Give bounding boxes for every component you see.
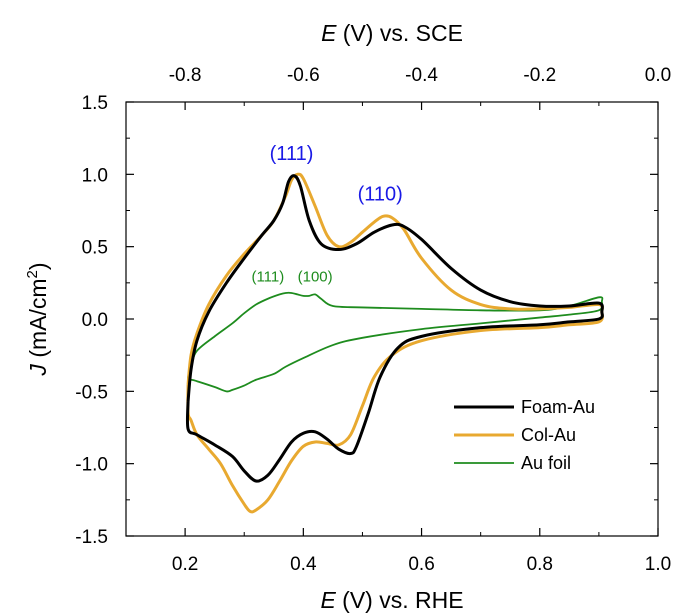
x2-tick-label: -0.6 xyxy=(287,65,320,86)
y-tick-label: 0.0 xyxy=(82,310,108,331)
legend-label: Col-Au xyxy=(521,425,576,445)
y-tick-label: -1.5 xyxy=(75,527,108,548)
x2-tick-label: -0.4 xyxy=(405,65,438,86)
legend: Foam-Au Col-Au Au foil xyxy=(454,397,595,473)
peak-annotation: (110) xyxy=(358,183,403,205)
legend-label: Foam-Au xyxy=(521,397,595,417)
x2-tick-label: -0.2 xyxy=(523,65,556,86)
y-tick-label: -0.5 xyxy=(75,382,108,403)
series-line-foam-au xyxy=(185,174,604,483)
x-axis-title: E (V) vs. RHE xyxy=(320,587,463,613)
x2-tick-label: 0.0 xyxy=(645,65,671,86)
x-tick-label: 0.8 xyxy=(527,554,553,575)
series-curves xyxy=(185,172,604,514)
x-tick-label: 0.2 xyxy=(172,554,198,575)
y-axis-title: J (mA/cm2) xyxy=(24,262,51,376)
y-tick-label: 1.0 xyxy=(82,165,108,186)
legend-label: Au foil xyxy=(521,453,571,473)
x-tick-label: 1.0 xyxy=(645,554,671,575)
peak-annotations: (111) (110) (111) (100) xyxy=(251,143,402,286)
top-axis-title: E (V) vs. SCE xyxy=(321,20,463,46)
x2-tick-label: -0.8 xyxy=(169,65,202,86)
tick-labels: 0.2 0.4 0.6 0.8 1.0 -0.8 -0.6 -0.4 -0.2 0.0 -1.5 -1… xyxy=(75,65,671,575)
axis-ticks xyxy=(125,101,659,537)
peak-annotation: (111) xyxy=(270,143,314,165)
x-tick-label: 0.4 xyxy=(290,554,317,575)
peak-annotation: (100) xyxy=(298,268,333,285)
x-tick-label: 0.6 xyxy=(408,554,434,575)
y-tick-label: 0.5 xyxy=(82,238,108,259)
peak-annotation: (111) xyxy=(251,268,284,285)
y-tick-label: -1.0 xyxy=(75,455,108,476)
y-tick-label: 1.5 xyxy=(82,93,108,114)
